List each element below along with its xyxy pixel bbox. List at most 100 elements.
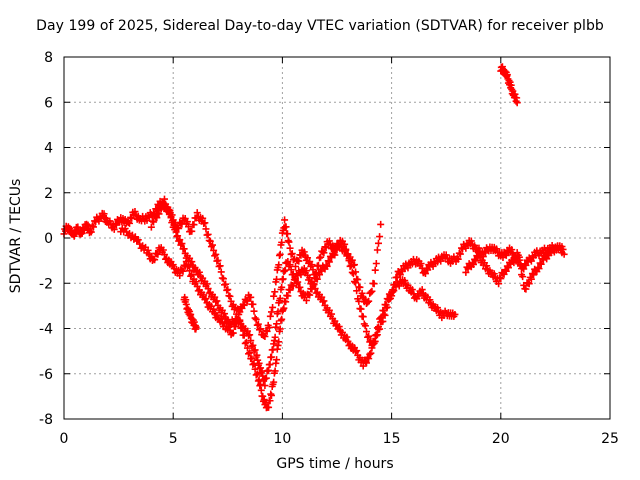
data-point — [527, 257, 535, 265]
data-point — [190, 221, 198, 229]
data-point — [211, 252, 219, 260]
data-point — [381, 311, 389, 319]
data-point — [155, 210, 163, 218]
data-point — [362, 359, 370, 367]
data-point — [378, 313, 386, 321]
data-point — [502, 251, 510, 259]
data-point — [134, 236, 142, 244]
data-point — [352, 268, 360, 276]
data-point — [263, 327, 271, 335]
x-tick-label: 10 — [273, 431, 291, 447]
data-point — [510, 259, 518, 267]
data-point — [527, 275, 535, 283]
data-point — [243, 344, 251, 352]
data-point — [285, 238, 293, 246]
data-point — [273, 356, 281, 364]
data-point — [131, 208, 139, 216]
chart-title: Day 199 of 2025, Sidereal Day-to-day VTE… — [36, 18, 604, 34]
data-point — [261, 332, 269, 340]
y-tick-label: 2 — [44, 186, 53, 202]
data-point — [183, 263, 191, 271]
data-point — [331, 317, 339, 325]
data-point — [418, 286, 426, 294]
data-point — [317, 253, 325, 261]
data-point — [282, 298, 290, 306]
grid-lines — [64, 57, 610, 419]
data-point — [328, 310, 336, 318]
data-point — [556, 242, 564, 250]
data-point — [224, 286, 232, 294]
x-tick-label: 0 — [60, 431, 69, 447]
data-point — [490, 270, 498, 278]
data-point — [318, 293, 326, 301]
data-point — [530, 271, 538, 279]
data-point — [442, 251, 450, 259]
data-point — [302, 267, 310, 275]
data-point — [267, 391, 275, 399]
data-point — [433, 304, 441, 312]
data-point — [426, 296, 434, 304]
data-point — [295, 257, 303, 265]
data-point — [475, 249, 483, 257]
data-point — [497, 275, 505, 283]
data-point — [454, 255, 462, 263]
data-point — [451, 310, 459, 318]
data-point — [267, 308, 275, 316]
data-point — [255, 326, 263, 334]
data-point — [212, 298, 220, 306]
data-point — [246, 349, 254, 357]
data-point — [174, 232, 182, 240]
data-point — [144, 246, 152, 254]
x-tick-label: 5 — [169, 431, 178, 447]
data-point — [266, 397, 274, 405]
y-tick-label: 4 — [44, 141, 53, 157]
data-point — [534, 263, 542, 271]
data-point — [184, 261, 192, 269]
data-point — [202, 225, 210, 233]
data-point — [276, 325, 284, 333]
data-point — [204, 230, 212, 238]
data-point — [271, 288, 279, 296]
data-point — [273, 320, 281, 328]
data-point — [267, 353, 275, 361]
data-point — [323, 262, 331, 270]
data-point — [217, 315, 225, 323]
data-point — [376, 233, 384, 241]
data-point — [502, 267, 510, 275]
data-point — [111, 220, 119, 228]
y-tick-label: -4 — [39, 322, 53, 338]
data-point — [247, 337, 255, 345]
data-point — [365, 332, 373, 340]
data-point — [380, 307, 388, 315]
data-point — [509, 257, 517, 265]
data-points — [60, 63, 568, 412]
data-point — [286, 244, 294, 252]
data-point — [470, 260, 477, 268]
data-point — [537, 260, 545, 268]
data-point — [250, 359, 258, 367]
data-point — [226, 292, 234, 300]
data-point — [528, 270, 536, 278]
data-point — [508, 246, 516, 254]
data-point — [166, 206, 174, 214]
data-point — [287, 266, 295, 274]
data-point — [504, 264, 512, 272]
data-point — [365, 297, 373, 305]
data-point — [271, 367, 279, 375]
data-point — [341, 240, 349, 248]
y-tick-label: 8 — [44, 50, 53, 66]
data-point — [282, 223, 290, 231]
data-point — [358, 289, 366, 297]
data-point — [364, 333, 372, 341]
data-point — [387, 291, 395, 299]
data-point — [175, 224, 183, 232]
data-point — [238, 324, 246, 332]
series-track-lower — [117, 224, 459, 412]
data-point — [126, 219, 134, 227]
data-point — [266, 312, 274, 320]
data-point — [292, 276, 300, 284]
data-point — [278, 283, 286, 291]
data-point — [275, 338, 283, 346]
data-point — [250, 307, 258, 315]
data-point — [207, 243, 215, 251]
